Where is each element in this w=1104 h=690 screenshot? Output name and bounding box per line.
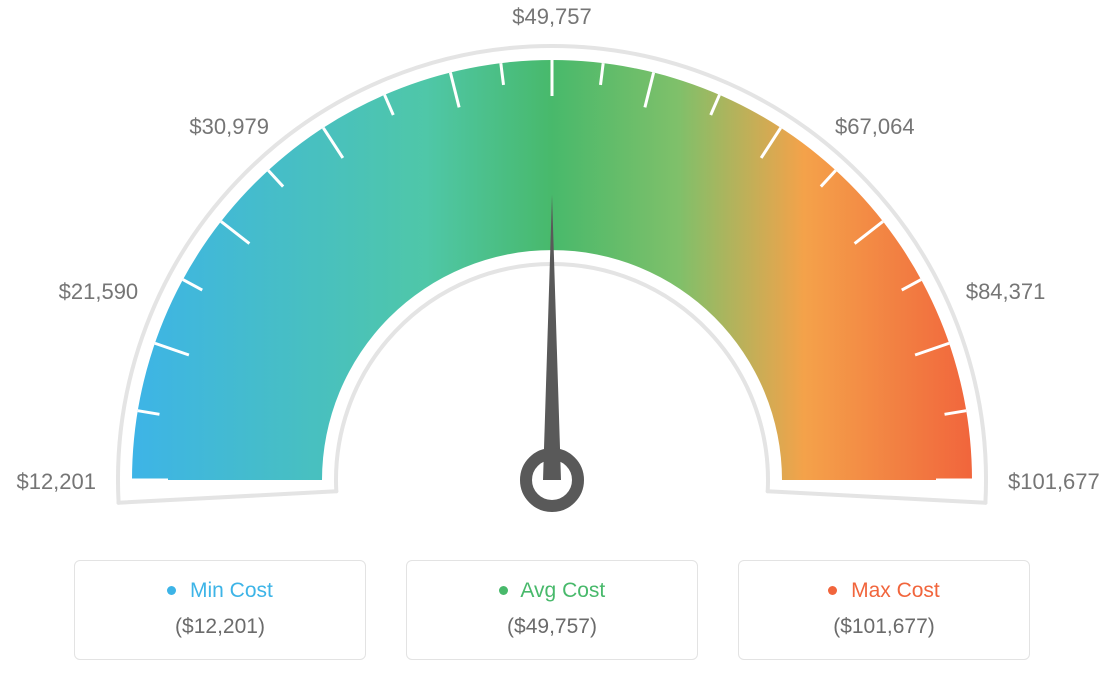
gauge-scale-label: $84,371: [966, 279, 1046, 305]
legend-dot-max: [828, 586, 837, 595]
chart-wrap: $12,201 $21,590 $30,979 $49,757 $67,064 $84,3…: [0, 0, 1104, 690]
legend-dot-avg: [499, 586, 508, 595]
legend-dot-min: [167, 586, 176, 595]
legend-value-min: ($12,201): [75, 615, 365, 639]
gauge-scale-label: $67,064: [835, 114, 915, 140]
legend-value-max: ($101,677): [739, 615, 1029, 639]
legend-value-avg: ($49,757): [407, 615, 697, 639]
gauge-chart: $12,201 $21,590 $30,979 $49,757 $67,064 $84,3…: [0, 0, 1104, 520]
legend-card-min: Min Cost ($12,201): [74, 560, 366, 660]
legend-title-avg: Avg Cost: [407, 579, 697, 603]
legend-card-max: Max Cost ($101,677): [738, 560, 1030, 660]
legend-title-min: Min Cost: [75, 579, 365, 603]
legend-title-avg-text: Avg Cost: [520, 579, 605, 602]
legend-title-max: Max Cost: [739, 579, 1029, 603]
legend-row: Min Cost ($12,201) Avg Cost ($49,757) Ma…: [0, 560, 1104, 660]
gauge-scale-label: $21,590: [59, 279, 139, 305]
legend-card-avg: Avg Cost ($49,757): [406, 560, 698, 660]
legend-title-min-text: Min Cost: [190, 579, 273, 602]
gauge-scale-label: $30,979: [189, 114, 269, 140]
gauge-scale-label: $101,677: [1008, 469, 1100, 495]
gauge-scale-label: $49,757: [502, 4, 602, 30]
legend-title-max-text: Max Cost: [851, 579, 940, 602]
gauge-scale-label: $12,201: [16, 469, 96, 495]
gauge-svg: [0, 0, 1104, 520]
